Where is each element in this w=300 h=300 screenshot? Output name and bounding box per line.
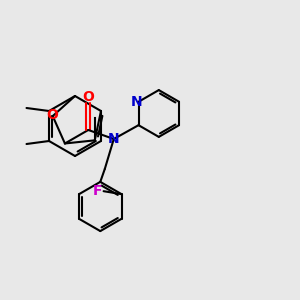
Text: F: F [93,184,102,198]
Text: O: O [82,90,94,104]
Text: N: N [108,132,120,146]
Text: O: O [46,109,58,122]
Text: N: N [131,95,143,109]
